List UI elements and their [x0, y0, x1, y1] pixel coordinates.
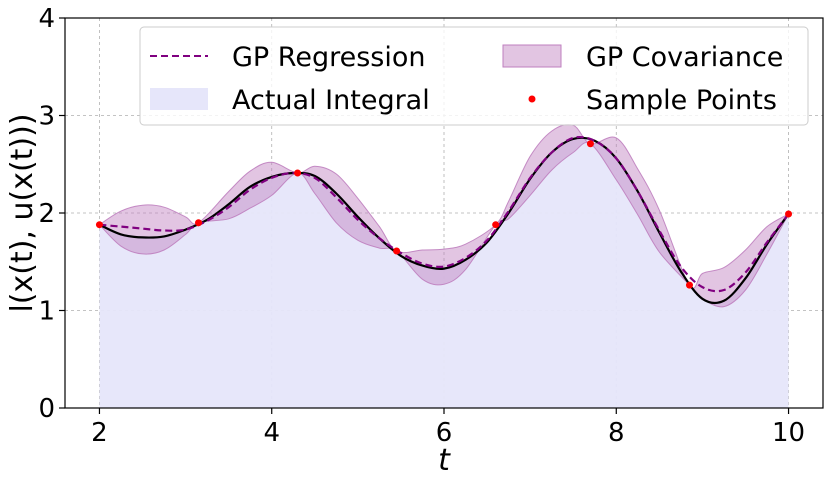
- x-tick-label: 6: [436, 418, 453, 448]
- legend-actual-integral-swatch: [150, 88, 208, 110]
- legend-gp-covariance-swatch: [502, 44, 562, 68]
- actual-integral-line: [99, 136, 790, 305]
- x-tick-label: 10: [772, 418, 805, 448]
- sample-point: [785, 210, 793, 218]
- legend-sample-points-label: Sample Points: [586, 85, 777, 116]
- sample-point: [195, 219, 203, 227]
- axis-ticks: 2 4 6 8 10 0 1 2 3 4: [38, 4, 805, 448]
- legend: GP Regression GP Covariance Actual Integ…: [139, 26, 809, 126]
- sample-point: [492, 221, 500, 229]
- sample-point: [294, 169, 302, 177]
- y-axis-label: l(x(t), u(x(t))): [5, 113, 40, 312]
- y-tick-label: 0: [38, 394, 55, 424]
- legend-gp-covariance-label: GP Covariance: [586, 42, 783, 73]
- legend-sample-points-swatch: [528, 95, 536, 103]
- sample-point: [95, 221, 103, 229]
- x-tick-label: 2: [91, 418, 108, 448]
- y-tick-label: 2: [38, 199, 55, 229]
- sample-point: [393, 247, 401, 255]
- y-tick-label: 1: [38, 297, 55, 327]
- y-tick-label: 3: [38, 102, 55, 132]
- sample-points: [95, 140, 793, 289]
- legend-actual-integral-label: Actual Integral: [232, 85, 430, 116]
- actual-integral-area: [99, 137, 789, 408]
- gp-regression-line: [99, 135, 790, 293]
- legend-gp-regression-label: GP Regression: [232, 42, 425, 73]
- sample-point: [685, 281, 693, 289]
- sample-point: [586, 140, 594, 148]
- y-tick-label: 4: [38, 4, 55, 34]
- x-tick-label: 4: [263, 418, 280, 448]
- x-tick-label: 8: [608, 418, 625, 448]
- x-axis-label: t: [438, 443, 451, 478]
- legend-box: [139, 26, 809, 126]
